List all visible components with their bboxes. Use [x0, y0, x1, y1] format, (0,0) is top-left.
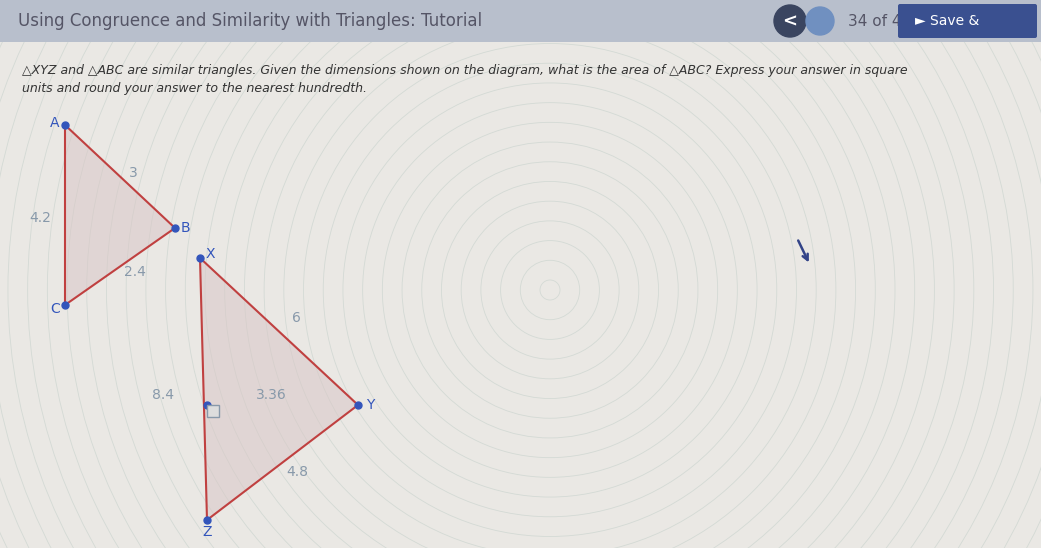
Text: Z: Z: [202, 525, 211, 539]
Text: 4.2: 4.2: [29, 211, 51, 225]
Text: X: X: [205, 247, 214, 261]
FancyBboxPatch shape: [898, 4, 1037, 38]
FancyBboxPatch shape: [0, 42, 1041, 548]
Text: <: <: [783, 13, 797, 31]
FancyBboxPatch shape: [0, 0, 1041, 42]
Text: 3: 3: [129, 166, 137, 180]
Text: 8.4: 8.4: [152, 388, 174, 402]
Polygon shape: [65, 125, 175, 305]
Text: A: A: [50, 116, 59, 130]
Polygon shape: [207, 405, 219, 417]
Text: Using Congruence and Similarity with Triangles: Tutorial: Using Congruence and Similarity with Tri…: [18, 12, 482, 30]
Text: C: C: [50, 302, 60, 316]
Circle shape: [806, 7, 834, 35]
Text: ► Save &: ► Save &: [915, 14, 980, 28]
Text: 6: 6: [291, 311, 301, 325]
Text: B: B: [180, 221, 189, 235]
Polygon shape: [200, 258, 358, 520]
Text: 3.36: 3.36: [256, 388, 286, 402]
Text: 34 of 46: 34 of 46: [848, 14, 911, 28]
Text: 4.8: 4.8: [286, 465, 308, 479]
Text: Y: Y: [365, 398, 374, 412]
Text: units and round your answer to the nearest hundredth.: units and round your answer to the neare…: [22, 82, 367, 95]
Circle shape: [775, 5, 806, 37]
Text: △XYZ and △ABC are similar triangles. Given the dimensions shown on the diagram, : △XYZ and △ABC are similar triangles. Giv…: [22, 64, 908, 77]
Text: 2.4: 2.4: [124, 265, 146, 279]
